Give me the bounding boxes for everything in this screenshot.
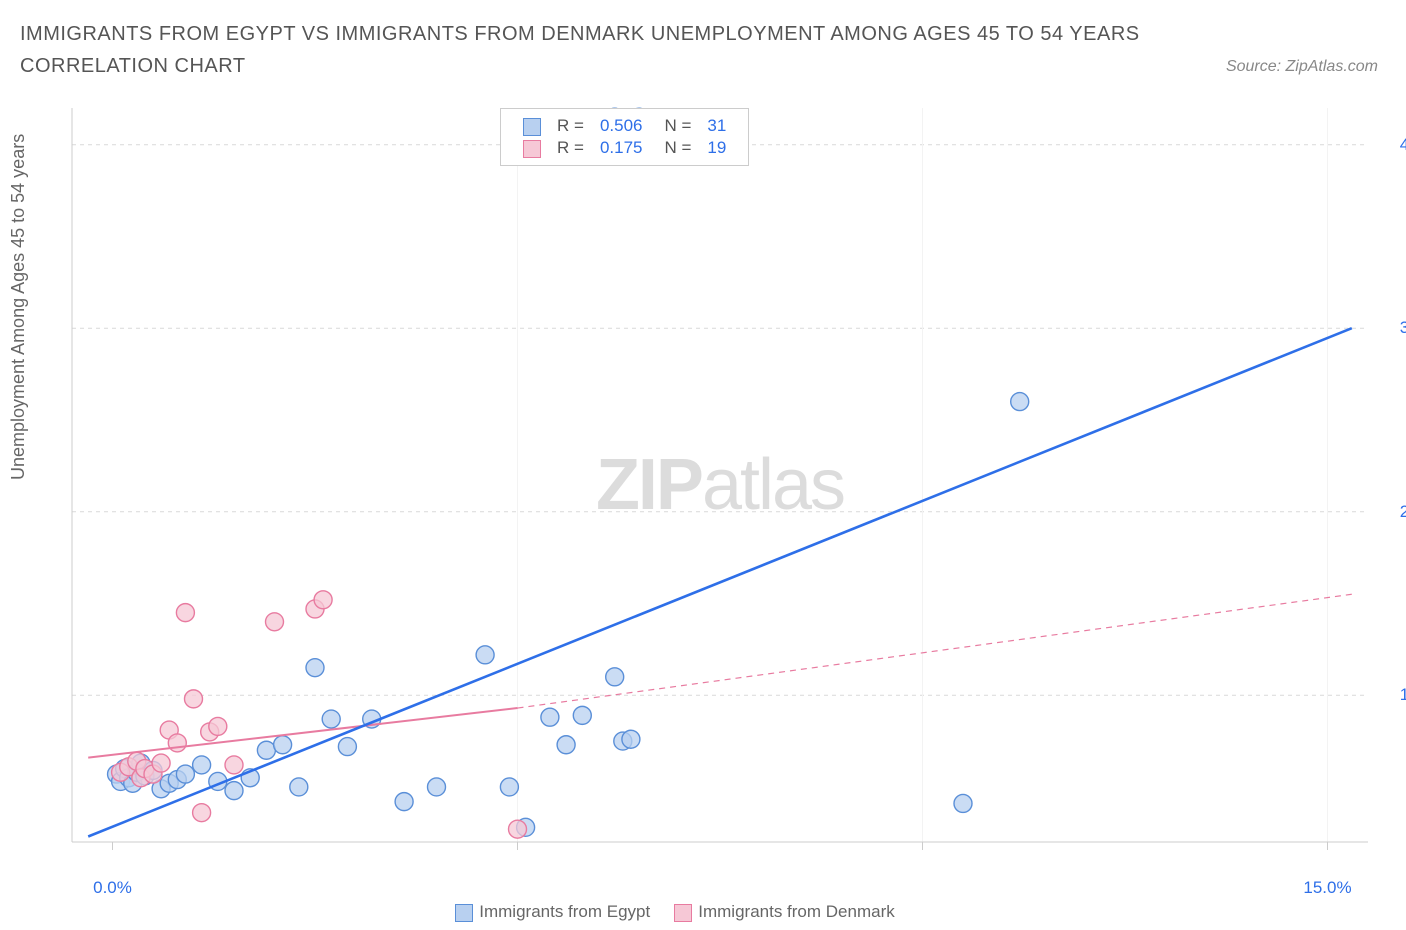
y-tick-label: 20.0%: [1400, 502, 1406, 522]
scatter-chart: [60, 100, 1380, 870]
source-attribution: Source: ZipAtlas.com: [1226, 58, 1378, 76]
legend-swatch: [674, 904, 692, 922]
x-tick-label: 15.0%: [1303, 878, 1351, 898]
legend-label: Immigrants from Egypt: [479, 902, 650, 921]
y-tick-label: 30.0%: [1400, 318, 1406, 338]
bottom-legend: Immigrants from Egypt Immigrants from Den…: [0, 902, 1326, 922]
legend-swatch: [455, 904, 473, 922]
y-tick-label: 40.0%: [1400, 135, 1406, 155]
chart-title: IMMIGRANTS FROM EGYPT VS IMMIGRANTS FROM…: [20, 18, 1140, 82]
x-tick-label: 0.0%: [93, 878, 132, 898]
chart-area: ZIPatlas R =0.506N =31R =0.175N =19 10.0…: [60, 100, 1380, 870]
stats-table: R =0.506N =31R =0.175N =19: [515, 115, 734, 159]
y-tick-label: 10.0%: [1400, 685, 1406, 705]
stats-legend-box: R =0.506N =31R =0.175N =19: [500, 108, 749, 166]
legend-label: Immigrants from Denmark: [698, 902, 894, 921]
y-axis-label: Unemployment Among Ages 45 to 54 years: [8, 134, 29, 480]
